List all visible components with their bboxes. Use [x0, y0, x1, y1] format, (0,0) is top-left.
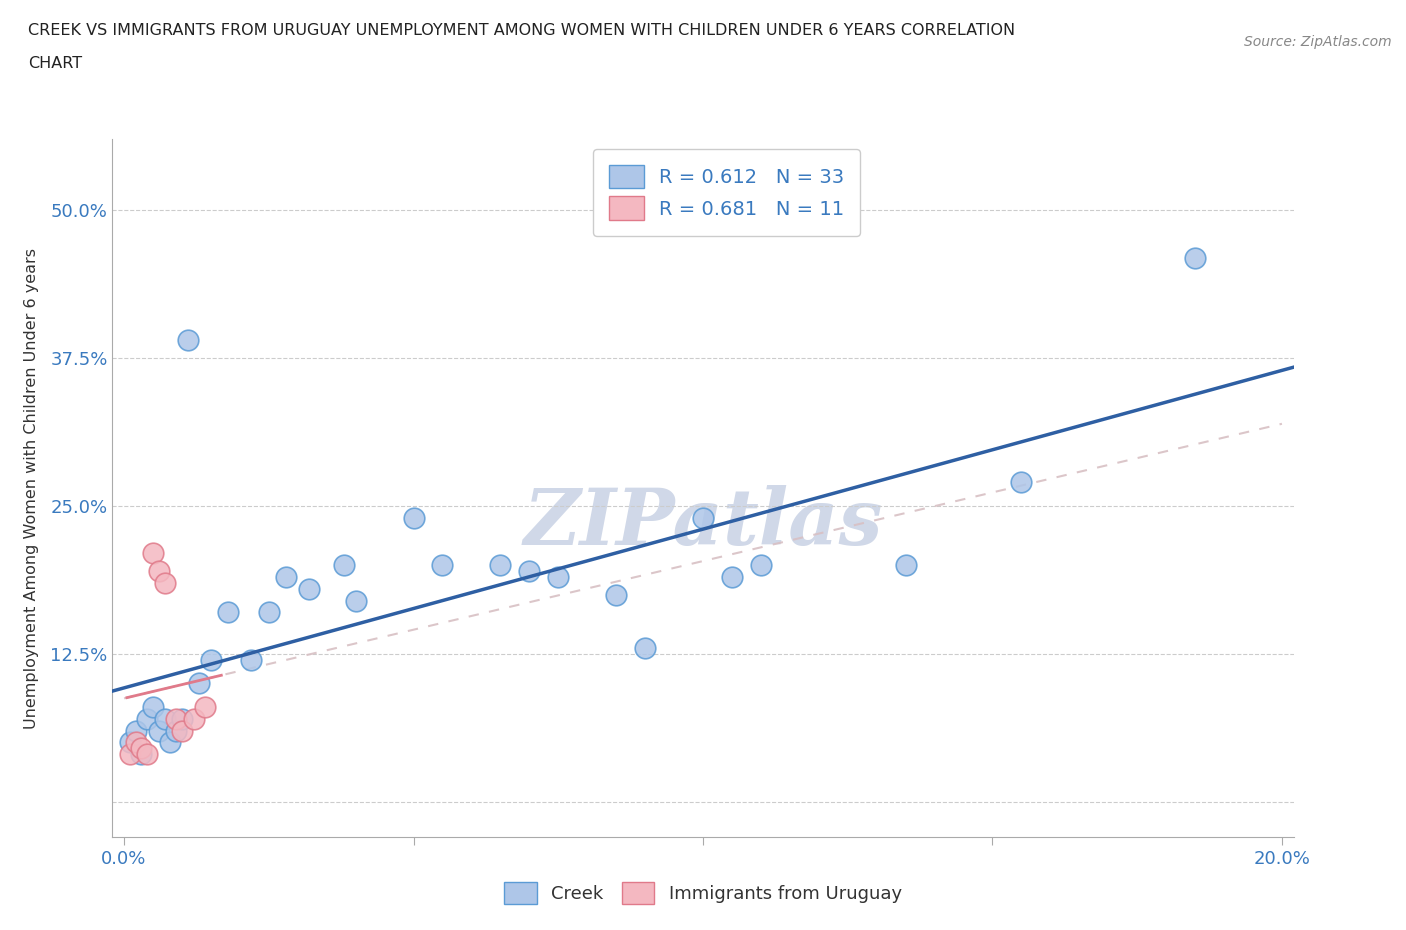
Point — [517, 564, 540, 578]
Point — [749, 558, 772, 573]
Text: ZIPatlas: ZIPatlas — [523, 485, 883, 562]
Point — [165, 711, 187, 726]
Point — [131, 741, 153, 756]
Point — [170, 711, 193, 726]
Point — [634, 641, 657, 656]
Point — [183, 711, 205, 726]
Point — [118, 735, 141, 750]
Point — [142, 699, 165, 714]
Point — [257, 604, 280, 619]
Y-axis label: Unemployment Among Women with Children Under 6 years: Unemployment Among Women with Children U… — [24, 247, 39, 729]
Point — [344, 593, 367, 608]
Point — [159, 735, 181, 750]
Point — [165, 724, 187, 738]
Point — [489, 558, 512, 573]
Point — [131, 747, 153, 762]
Point — [547, 569, 569, 584]
Point — [240, 652, 263, 667]
Point — [188, 676, 211, 691]
Point — [148, 724, 170, 738]
Point — [194, 699, 217, 714]
Point — [605, 587, 627, 602]
Point — [124, 724, 146, 738]
Point — [177, 333, 200, 348]
Point — [136, 747, 159, 762]
Point — [148, 564, 170, 578]
Point — [1010, 475, 1032, 490]
Point — [153, 711, 176, 726]
Point — [118, 747, 141, 762]
Point — [1184, 250, 1206, 265]
Point — [402, 511, 425, 525]
Point — [136, 711, 159, 726]
Point — [432, 558, 454, 573]
Point — [153, 576, 176, 591]
Point — [200, 652, 222, 667]
Point — [333, 558, 356, 573]
Text: CREEK VS IMMIGRANTS FROM URUGUAY UNEMPLOYMENT AMONG WOMEN WITH CHILDREN UNDER 6 : CREEK VS IMMIGRANTS FROM URUGUAY UNEMPLO… — [28, 23, 1015, 38]
Point — [142, 546, 165, 561]
Legend: Creek, Immigrants from Uruguay: Creek, Immigrants from Uruguay — [489, 868, 917, 919]
Text: Source: ZipAtlas.com: Source: ZipAtlas.com — [1244, 35, 1392, 49]
Point — [721, 569, 744, 584]
Point — [276, 569, 298, 584]
Point — [124, 735, 146, 750]
Point — [894, 558, 917, 573]
Point — [217, 604, 239, 619]
Text: CHART: CHART — [28, 56, 82, 71]
Point — [692, 511, 714, 525]
Point — [298, 581, 321, 596]
Point — [170, 724, 193, 738]
